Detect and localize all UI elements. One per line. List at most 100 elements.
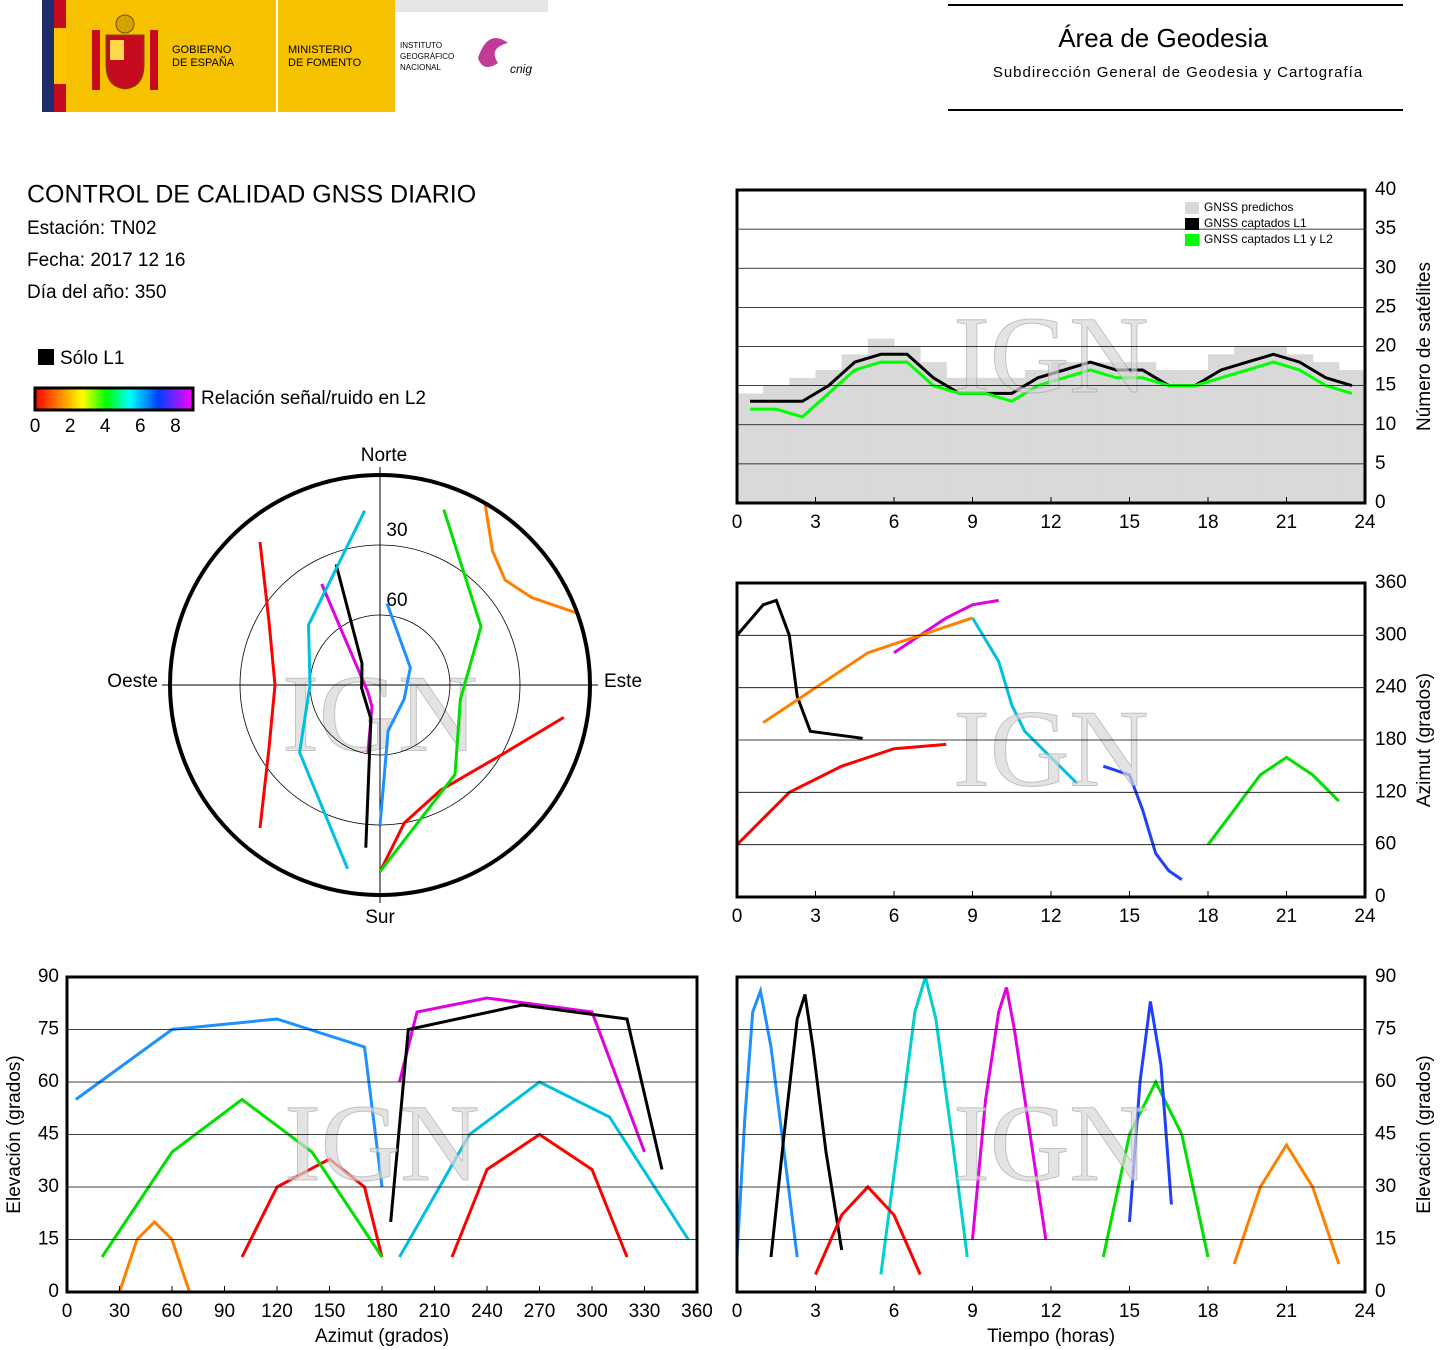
y-tick-label: 15 bbox=[1375, 1229, 1396, 1250]
plot-frame bbox=[735, 581, 1367, 899]
institute-line: INSTITUTO bbox=[400, 41, 442, 50]
x-tick-label: 300 bbox=[576, 1301, 608, 1322]
horizon bbox=[168, 473, 592, 897]
y-axis-label: Azimut (grados) bbox=[1414, 673, 1435, 807]
x-tick-label: 6 bbox=[889, 906, 900, 927]
l1-label: Sólo L1 bbox=[60, 348, 124, 369]
eu-strip bbox=[42, 0, 54, 112]
x-tick-label: 30 bbox=[109, 1301, 130, 1322]
x-tick-label: 9 bbox=[967, 512, 978, 533]
satellite-track bbox=[1102, 764, 1183, 881]
ministry-line: DE FOMENTO bbox=[288, 57, 362, 69]
satellite-track bbox=[1232, 1142, 1341, 1265]
snr-label: Relación señal/ruido en L2 bbox=[201, 388, 426, 409]
predicted-bar bbox=[1155, 369, 1183, 503]
chart: IGN 0 15 30 45 60 75 90 0 30 60 90 120 150 180 210 240 27… bbox=[4, 966, 713, 1347]
grey-bar bbox=[395, 0, 548, 12]
coat-of-arms bbox=[92, 14, 158, 90]
x-tick-label: 24 bbox=[1354, 906, 1376, 927]
predicted-bar bbox=[1286, 354, 1314, 503]
institute-line: NACIONAL bbox=[400, 63, 441, 72]
y-tick-label: 30 bbox=[38, 1176, 59, 1197]
x-tick-label: 3 bbox=[810, 1301, 821, 1322]
l1-swatch bbox=[38, 349, 54, 365]
satellite-track bbox=[74, 1017, 384, 1188]
satellite-track bbox=[298, 510, 367, 870]
satellite-track bbox=[378, 603, 412, 826]
x-tick-label: 180 bbox=[366, 1301, 398, 1322]
chart: IGN 0 15 30 45 60 75 90 0 3 6 9 12 15 18 21 24 Elevación … bbox=[732, 966, 1435, 1347]
watermark: IGN bbox=[953, 1082, 1149, 1204]
y-tick-label: 15 bbox=[38, 1229, 59, 1250]
snr-tick-label: 0 bbox=[30, 416, 41, 437]
predicted-bar bbox=[789, 377, 816, 503]
count-line bbox=[750, 360, 1353, 419]
satellite-track bbox=[814, 1184, 922, 1276]
y-tick-label: 0 bbox=[48, 1281, 59, 1302]
watermark: IGN bbox=[284, 1082, 480, 1204]
predicted-bar bbox=[946, 377, 973, 503]
legend-label: GNSS captados L1 bbox=[1204, 216, 1307, 230]
x-tick-label: 6 bbox=[889, 1301, 900, 1322]
x-tick-label: 9 bbox=[967, 906, 978, 927]
chart: IGN 0 60 120 180 240 300 360 0 3 6 9 12 15 18 21 24 Azimu… bbox=[732, 572, 1435, 927]
satellite-track bbox=[762, 616, 973, 724]
elevation-label: 60 bbox=[386, 590, 407, 611]
satellite-track bbox=[389, 1003, 664, 1223]
legend-swatch bbox=[1185, 202, 1199, 214]
predicted-bar bbox=[1181, 369, 1209, 503]
legend-label: GNSS captados L1 y L2 bbox=[1204, 232, 1333, 246]
x-tick-label: 24 bbox=[1354, 1301, 1376, 1322]
y-tick-label: 0 bbox=[1375, 492, 1386, 513]
x-tick-label: 24 bbox=[1354, 512, 1376, 533]
x-tick-label: 0 bbox=[732, 1301, 743, 1322]
header-subtitle: Subdirección General de Geodesia y Carto… bbox=[993, 64, 1363, 81]
y-tick-label: 75 bbox=[1375, 1019, 1396, 1040]
satellite-track bbox=[971, 617, 1079, 785]
x-tick-label: 360 bbox=[681, 1301, 713, 1322]
predicted-bar bbox=[763, 385, 790, 503]
satellite-track bbox=[737, 742, 947, 846]
y-tick-label: 30 bbox=[1375, 1176, 1396, 1197]
direction-label: Este bbox=[604, 671, 642, 692]
x-tick-label: 3 bbox=[810, 512, 821, 533]
predicted-bar bbox=[737, 393, 764, 503]
x-tick-label: 21 bbox=[1276, 512, 1297, 533]
institute-line: GEOGRÁFICO bbox=[400, 52, 454, 61]
y-axis-label: Elevación (grados) bbox=[4, 1055, 25, 1213]
plot-frame bbox=[735, 188, 1367, 505]
satellite-track bbox=[240, 1157, 384, 1258]
x-tick-label: 12 bbox=[1040, 512, 1061, 533]
x-tick-label: 15 bbox=[1119, 906, 1140, 927]
report-title: CONTROL DE CALIDAD GNSS DIARIO bbox=[27, 181, 476, 209]
x-tick-label: 15 bbox=[1119, 1301, 1140, 1322]
y-tick-label: 0 bbox=[1375, 886, 1386, 907]
plot-frame bbox=[65, 975, 699, 1294]
x-tick-label: 60 bbox=[161, 1301, 182, 1322]
cnig-logo bbox=[478, 38, 508, 67]
y-tick-label: 60 bbox=[38, 1071, 59, 1092]
x-tick-label: 90 bbox=[214, 1301, 235, 1322]
snr-tick-label: 4 bbox=[100, 416, 111, 437]
x-tick-label: 3 bbox=[810, 906, 821, 927]
y-tick-label: 90 bbox=[38, 966, 59, 987]
gov-line: DE ESPAÑA bbox=[172, 56, 235, 69]
satellite-track bbox=[258, 541, 277, 829]
y-tick-label: 300 bbox=[1375, 624, 1407, 645]
snr-tick-label: 8 bbox=[170, 416, 181, 437]
y-tick-label: 240 bbox=[1375, 677, 1407, 698]
y-tick-label: 5 bbox=[1375, 453, 1386, 474]
y-tick-label: 75 bbox=[38, 1019, 59, 1040]
y-tick-label: 60 bbox=[1375, 834, 1396, 855]
x-tick-label: 120 bbox=[261, 1301, 293, 1322]
x-tick-label: 240 bbox=[471, 1301, 503, 1322]
ministry-line: MINISTERIO bbox=[288, 44, 353, 56]
x-tick-label: 15 bbox=[1119, 512, 1140, 533]
cnig-text: cnig bbox=[510, 62, 532, 76]
direction-label: Norte bbox=[361, 445, 407, 466]
legend-label: GNSS predichos bbox=[1204, 200, 1293, 214]
y-tick-label: 60 bbox=[1375, 1071, 1396, 1092]
chart: IGN 0 5 10 15 20 25 30 35 40 0 3 6 9 12 15 18 21 24 Número … bbox=[732, 179, 1435, 533]
x-axis-label: Azimut (grados) bbox=[315, 1326, 449, 1347]
